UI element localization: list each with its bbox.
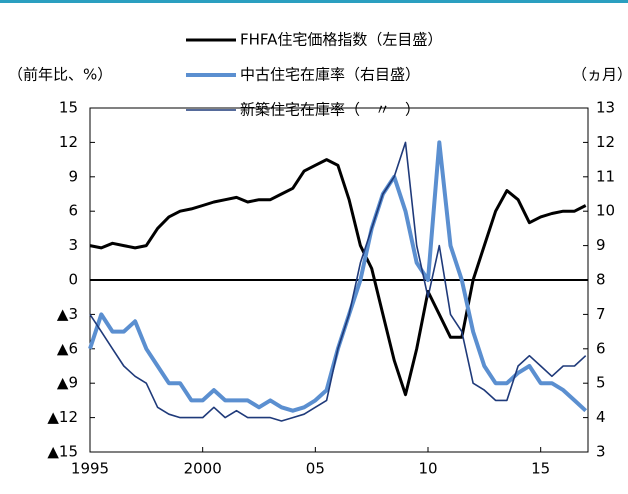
x-tick-label: 1995 bbox=[71, 460, 109, 478]
y2-axis-label: （ヵ月） bbox=[572, 66, 628, 84]
y-tick-label: ▲6 bbox=[57, 339, 78, 357]
y2-tick-label: 13 bbox=[596, 99, 615, 117]
y-axis-label: （前年比、%） bbox=[8, 66, 112, 84]
y-tick-label: ▲9 bbox=[57, 374, 78, 392]
x-tick-label: 2000 bbox=[184, 460, 222, 478]
y2-tick-label: 7 bbox=[596, 305, 606, 323]
y2-tick-label: 8 bbox=[596, 271, 606, 289]
y-tick-label: ▲12 bbox=[47, 408, 78, 426]
y-tick-label: 3 bbox=[68, 236, 78, 254]
top-rule bbox=[0, 0, 628, 3]
y2-tick-label: 12 bbox=[596, 133, 615, 151]
y2-tick-label: 6 bbox=[596, 339, 606, 357]
y-tick-label: ▲15 bbox=[47, 443, 78, 461]
y2-tick-label: 4 bbox=[596, 408, 606, 426]
y2-tick-label: 3 bbox=[596, 443, 606, 461]
legend-label: 新築住宅在庫率（ 〃 ） bbox=[240, 101, 420, 119]
y-tick-label: 9 bbox=[68, 167, 78, 185]
y2-tick-label: 11 bbox=[596, 167, 615, 185]
series-line bbox=[89, 158, 587, 397]
y2-tick-label: 9 bbox=[596, 236, 606, 254]
y-tick-label: 15 bbox=[59, 99, 78, 117]
x-tick-label: 05 bbox=[306, 460, 325, 478]
legend-label: FHFA住宅価格指数（左目盛） bbox=[240, 31, 442, 49]
legend-label: 中古住宅在庫率（右目盛） bbox=[240, 66, 420, 84]
y-tick-label: 6 bbox=[68, 202, 78, 220]
x-tick-label: 10 bbox=[418, 460, 437, 478]
series-line bbox=[89, 141, 587, 422]
x-tick-label: 15 bbox=[531, 460, 550, 478]
y-tick-label: 0 bbox=[68, 271, 78, 289]
y-tick-label: ▲3 bbox=[57, 305, 78, 323]
series-line bbox=[88, 140, 588, 413]
y-tick-label: 12 bbox=[59, 133, 78, 151]
y2-tick-label: 5 bbox=[596, 374, 606, 392]
y2-tick-label: 10 bbox=[596, 202, 615, 220]
